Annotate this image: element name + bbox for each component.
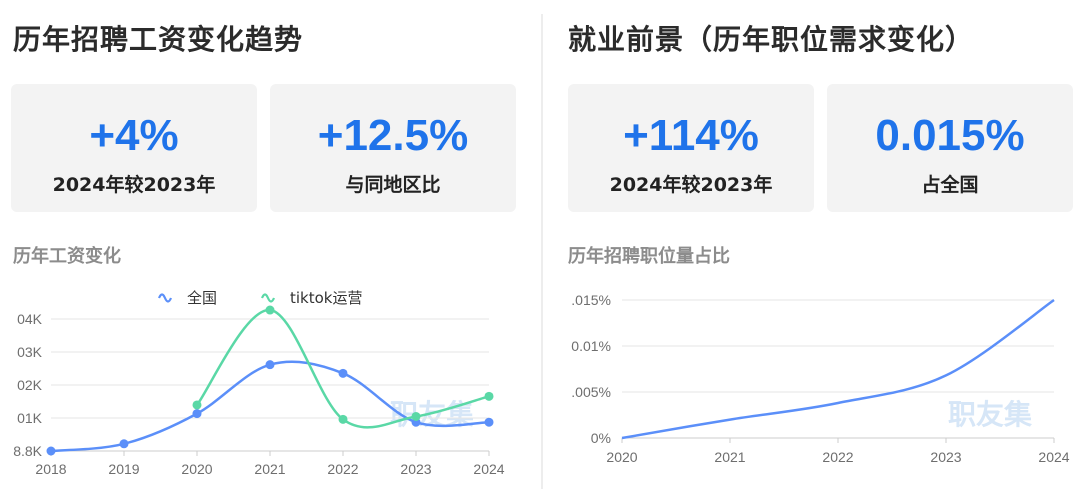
data-point (411, 411, 421, 421)
data-point (338, 414, 348, 424)
legend-label: 全国 (187, 289, 217, 307)
x-tick-label: 2018 (35, 461, 66, 477)
stat-card-national-share: 0.015% 占全国 (827, 84, 1073, 212)
x-tick-label: 2024 (1038, 449, 1069, 465)
series-line-tiktok (195, 308, 490, 429)
stat-label: 与同地区比 (345, 174, 441, 196)
x-tick-label: 2021 (254, 461, 285, 477)
x-tick-label: 2024 (473, 461, 504, 477)
x-tick-label: 2020 (181, 461, 212, 477)
data-point (338, 368, 348, 378)
y-tick-label: 03K (17, 344, 43, 360)
demand-panel: 就业前景（历年职位需求变化） +114% 2024年较2023年 0.015% … (545, 0, 1080, 489)
x-tick-label: 2023 (930, 449, 961, 465)
y-tick-label: 02K (17, 377, 43, 393)
stat-value: +12.5% (317, 111, 469, 160)
y-tick-label: 0% (591, 430, 611, 446)
legend-label: tiktok运营 (290, 289, 362, 307)
x-tick-label: 2022 (822, 449, 853, 465)
job-outlook-title: 就业前景（历年职位需求变化） (568, 23, 975, 56)
y-tick-label: 01K (17, 410, 43, 426)
salary-trend-title: 历年招聘工资变化趋势 (13, 23, 304, 56)
data-point (119, 439, 129, 449)
stat-value: +114% (623, 111, 759, 160)
legend-line-icon (157, 293, 173, 303)
demand-chart-subtitle: 历年招聘职位量占比 (568, 246, 730, 267)
x-tick-label: 2021 (714, 449, 745, 465)
x-tick-label: 2023 (400, 461, 431, 477)
stat-value: 0.015% (875, 111, 1025, 160)
y-tick-label: 04K (17, 311, 43, 327)
y-tick-label: 0.01% (571, 338, 611, 354)
x-tick-label: 2019 (108, 461, 139, 477)
stat-card-yoy-demand: +114% 2024年较2023年 (568, 84, 814, 212)
salary-panel: 历年招聘工资变化趋势 +4% 2024年较2023年 +12.5% 与同地区比 … (11, 23, 516, 477)
data-point (484, 391, 494, 401)
stat-value: +4% (89, 111, 179, 160)
y-tick-label: 8.8K (13, 443, 42, 459)
data-point (265, 360, 275, 370)
y-tick-label: .005% (571, 384, 611, 400)
data-point (265, 305, 275, 315)
legend-line-icon (260, 293, 276, 303)
series-line-demand-share (621, 298, 1055, 440)
x-tick-label: 2022 (327, 461, 358, 477)
stat-label: 2024年较2023年 (52, 174, 216, 196)
watermark: 职友集 (948, 398, 1032, 431)
data-point (192, 400, 202, 410)
salary-chart-subtitle: 历年工资变化 (13, 246, 121, 267)
stat-label: 占全国 (921, 174, 979, 196)
x-tick-label: 2020 (606, 449, 637, 465)
data-point (46, 446, 56, 456)
demand-line-chart: 职友集 0% .005% 0.01% .015% 2020 2021 2022 2023 202… (571, 292, 1069, 465)
data-point (484, 417, 494, 427)
panel-divider (541, 14, 543, 489)
data-point (192, 409, 202, 419)
stat-label: 2024年较2023年 (609, 174, 773, 196)
y-tick-label: .015% (571, 292, 611, 308)
stat-card-yoy-salary: +4% 2024年较2023年 (11, 84, 257, 212)
stat-card-region-compare: +12.5% 与同地区比 (270, 84, 516, 212)
